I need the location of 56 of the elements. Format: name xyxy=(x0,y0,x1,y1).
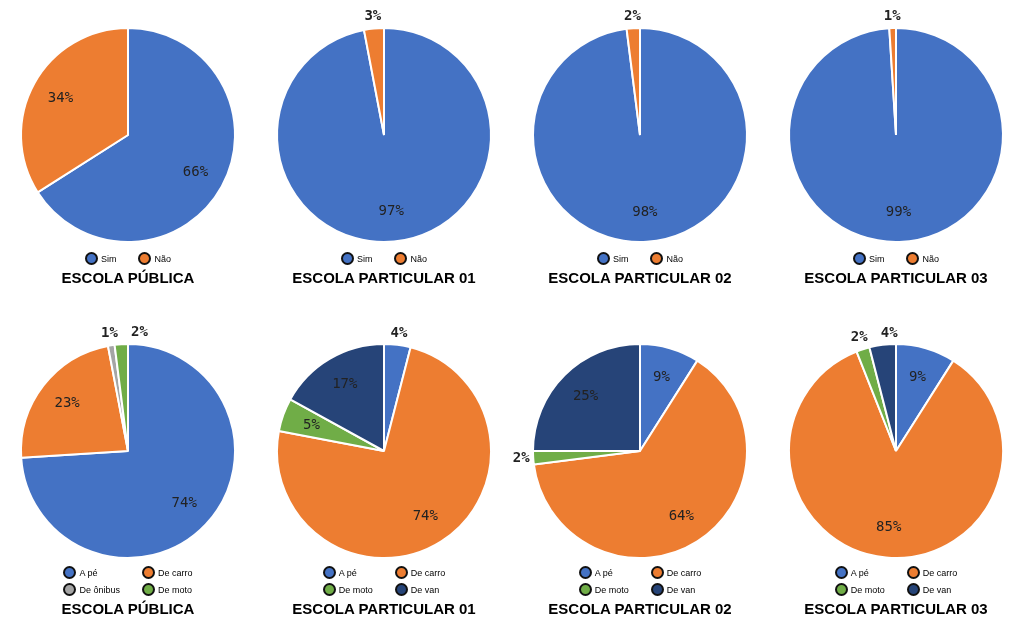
data-label: 9% xyxy=(653,367,671,384)
data-label: 2% xyxy=(624,6,642,23)
data-label: 4% xyxy=(390,323,408,340)
legend-label: Não xyxy=(154,253,171,264)
data-label: 2% xyxy=(130,322,149,339)
legend-label: Sim xyxy=(100,253,117,264)
data-label: 74% xyxy=(412,506,439,523)
data-label: 85% xyxy=(876,518,902,535)
data-label: 5% xyxy=(303,415,321,432)
data-label: 97% xyxy=(378,202,405,219)
legend-label: Sim xyxy=(612,253,629,264)
legend-label: De moto xyxy=(338,584,373,595)
data-label: 64% xyxy=(668,506,695,523)
text: ESCOLA PÚBLICA xyxy=(61,600,195,617)
legend-label: De van xyxy=(666,584,696,595)
legend-label: Não xyxy=(922,253,939,264)
text: ESCOLA PARTICULAR 03 xyxy=(804,600,988,617)
legend-label: Sim xyxy=(868,253,885,264)
data-label: 9% xyxy=(909,367,927,384)
legend-label: De carro xyxy=(922,567,958,578)
text: ESCOLA PARTICULAR 02 xyxy=(548,269,732,286)
legend-label: De moto xyxy=(850,584,885,595)
data-label: 66% xyxy=(182,162,209,179)
legend-label: De van xyxy=(922,584,952,595)
data-label: 34% xyxy=(47,88,74,105)
legend-label: Sim xyxy=(356,253,373,264)
data-label: 99% xyxy=(885,202,912,219)
text: ESCOLA PARTICULAR 03 xyxy=(804,269,988,286)
legend-label: A pé xyxy=(79,567,98,578)
data-label: 4% xyxy=(880,323,899,340)
data-label: 17% xyxy=(332,375,358,392)
legend-label: A pé xyxy=(594,567,613,578)
data-label: 74% xyxy=(171,494,198,511)
text: ESCOLA PARTICULAR 02 xyxy=(548,600,732,617)
legend-label: A pé xyxy=(338,567,357,578)
legend-label: A pé xyxy=(850,567,869,578)
data-label: 3% xyxy=(364,7,382,24)
data-label: 1% xyxy=(883,6,902,23)
legend-label: De carro xyxy=(410,567,446,578)
legend-label: Não xyxy=(666,253,683,264)
legend-label: Não xyxy=(410,253,427,264)
legend-label: De moto xyxy=(158,584,193,595)
data-label: 23% xyxy=(54,394,81,411)
legend-label: De ônibus xyxy=(79,584,120,595)
legend-label: De van xyxy=(410,584,440,595)
data-label: 2% xyxy=(512,449,531,466)
legend-label: De moto xyxy=(594,584,629,595)
data-label: 98% xyxy=(632,202,659,219)
data-label: 1% xyxy=(100,324,119,341)
data-label: 2% xyxy=(850,328,869,345)
legend-label: De carro xyxy=(666,567,702,578)
legend-label: De carro xyxy=(158,567,193,578)
text: ESCOLA PARTICULAR 01 xyxy=(292,600,476,617)
text: ESCOLA PARTICULAR 01 xyxy=(292,269,476,286)
text: ESCOLA PÚBLICA xyxy=(61,269,195,286)
data-label: 25% xyxy=(572,387,599,404)
